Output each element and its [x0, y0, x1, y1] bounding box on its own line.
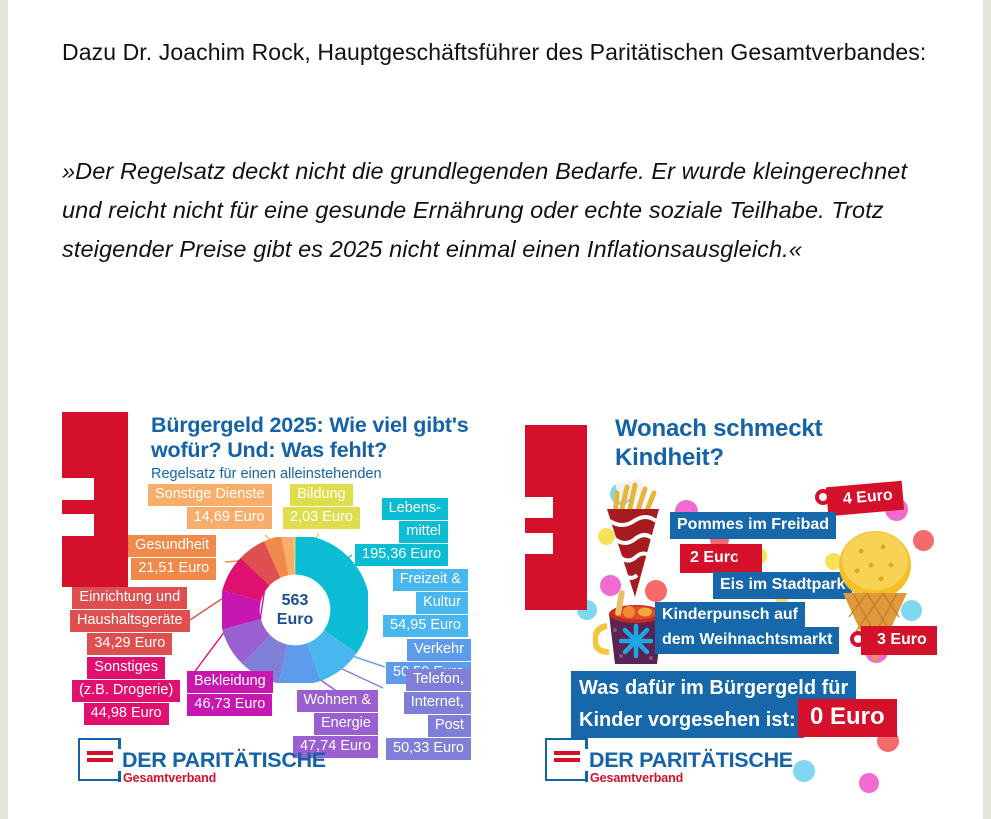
left-headline-line1: Bürgergeld 2025: Wie viel gibt's: [151, 413, 469, 437]
callout-line: 195,36 Euro: [355, 544, 449, 566]
confetti-dot: [913, 530, 934, 551]
right-headline-line1: Wonach schmeckt: [615, 415, 823, 442]
callout-telefon-internet-post: Telefon, Internet, Post 50,33 Euro: [386, 669, 471, 760]
callout-line: 14,69 Euro: [186, 507, 272, 529]
callout-line: 44,98 Euro: [83, 703, 169, 725]
callout-line: Energie: [313, 713, 378, 735]
callout-line: Wohnen &: [296, 690, 378, 712]
pull-quote: »Der Regelsatz deckt nicht die grundlege…: [62, 158, 908, 262]
callout-line: Sonstige Dienste: [148, 484, 272, 506]
logo-frame-icon: [78, 737, 121, 782]
label-pommes: Pommes im Freibad: [670, 512, 837, 539]
callout-line: Lebens-: [381, 498, 449, 520]
callout-line: 47,74 Euro: [293, 736, 378, 758]
callout-line: 46,73 Euro: [187, 694, 273, 716]
donut-chart: 563 Euro: [222, 537, 368, 683]
callout-bekleidung: Bekleidung 46,73 Euro: [187, 671, 273, 716]
logo-stripes-icon: [87, 751, 113, 766]
infographics-band: Bürgergeld 2025: Wie viel gibt's wofür? …: [0, 405, 991, 805]
callout-line: Telefon,: [406, 669, 471, 691]
confetti-dot: [600, 575, 621, 596]
fries-illustration: [607, 479, 659, 597]
label-eis: Eis im Stadtpark: [713, 572, 853, 599]
logo-frame-icon: [545, 737, 588, 782]
price-tag-kinderpunsch: 3 Euro: [861, 626, 937, 655]
callout-line: Post: [427, 715, 471, 737]
callout-bildung: Bildung 2,03 Euro: [283, 484, 360, 529]
donut-slice-verkehr: [222, 537, 368, 683]
callout-freizeit-kultur: Freizeit & Kultur 54,95 Euro: [383, 569, 468, 637]
callout-wohnen-energie: Wohnen & Energie 47,74 Euro: [293, 690, 378, 758]
donut-slice-bildung: [222, 537, 368, 683]
callout-line: Sonstiges: [87, 657, 165, 679]
page-gutter-right: [983, 0, 991, 819]
callout-line: (z.B. Drogerie): [72, 680, 181, 702]
callout-line: 50,33 Euro: [386, 738, 471, 760]
callout-gesundheit: Gesundheit 21,51 Euro: [128, 535, 217, 580]
callout-line: Haushaltsgeräte: [70, 610, 190, 632]
logo-subname: Gesamtverband: [123, 771, 217, 785]
conclusion-line2: Kinder vorgesehen ist:: [571, 703, 804, 738]
donut-slice-bekleidung: [222, 537, 368, 683]
callout-line: mittel: [399, 521, 449, 543]
callout-sonstiges: Sonstiges (z.B. Drogerie) 44,98 Euro: [72, 657, 181, 725]
confetti-dot: [598, 528, 615, 545]
logo-name: DER PARITÄTISCHE: [122, 748, 326, 772]
conclusion-price: 0 Euro: [798, 699, 897, 737]
infographic-kindheit: Wonach schmeckt Kindheit?: [523, 405, 945, 800]
price-tag-hole-icon: [737, 549, 753, 565]
right-headline-line2: Kindheit?: [615, 444, 724, 471]
callout-sonstige-dienste: Sonstige Dienste 14,69 Euro: [148, 484, 272, 529]
callout-line: Internet,: [403, 692, 471, 714]
confetti-dot: [793, 760, 815, 782]
callout-line: Kultur: [416, 592, 468, 614]
callout-line: Bekleidung: [187, 671, 273, 693]
logo-subname: Gesamtverband: [590, 771, 684, 785]
intro-paragraph: Dazu Dr. Joachim Rock, Hauptgeschäftsfüh…: [62, 39, 927, 65]
callout-einrichtung: Einrichtung und Haushaltsgeräte 34,29 Eu…: [70, 587, 190, 655]
confetti-dot: [901, 600, 922, 621]
callout-line: Bildung: [290, 484, 353, 506]
donut-svg: [222, 537, 368, 683]
callout-line: Einrichtung und: [72, 587, 188, 609]
left-headline-line2: wofür? Und: Was fehlt?: [151, 438, 388, 462]
confetti-dot: [825, 553, 842, 570]
callout-lebensmittel: Lebens- mittel 195,36 Euro: [355, 498, 449, 566]
confetti-dot: [645, 580, 667, 602]
callout-line: 21,51 Euro: [131, 558, 217, 580]
paritaet-red-mark: [523, 425, 587, 610]
label-kinderpunsch-line2: dem Weihnachtsmarkt: [655, 627, 840, 654]
confetti-dot: [859, 773, 879, 793]
callout-line: 2,03 Euro: [283, 507, 360, 529]
donut-slice-lebensmittel: [222, 537, 368, 683]
punch-mug-illustration: [593, 590, 663, 664]
callout-line: Verkehr: [406, 639, 471, 661]
logo-stripes-icon: [554, 751, 580, 766]
page-gutter-left: [0, 0, 8, 819]
callout-line: 34,29 Euro: [87, 633, 173, 655]
paritaet-red-mark: [60, 412, 128, 587]
callout-line: 54,95 Euro: [383, 615, 468, 637]
logo-name: DER PARITÄTISCHE: [589, 748, 793, 772]
callout-line: Gesundheit: [128, 535, 217, 557]
label-kinderpunsch-line1: Kinderpunsch auf: [655, 602, 806, 629]
callout-line: Freizeit &: [392, 569, 468, 591]
